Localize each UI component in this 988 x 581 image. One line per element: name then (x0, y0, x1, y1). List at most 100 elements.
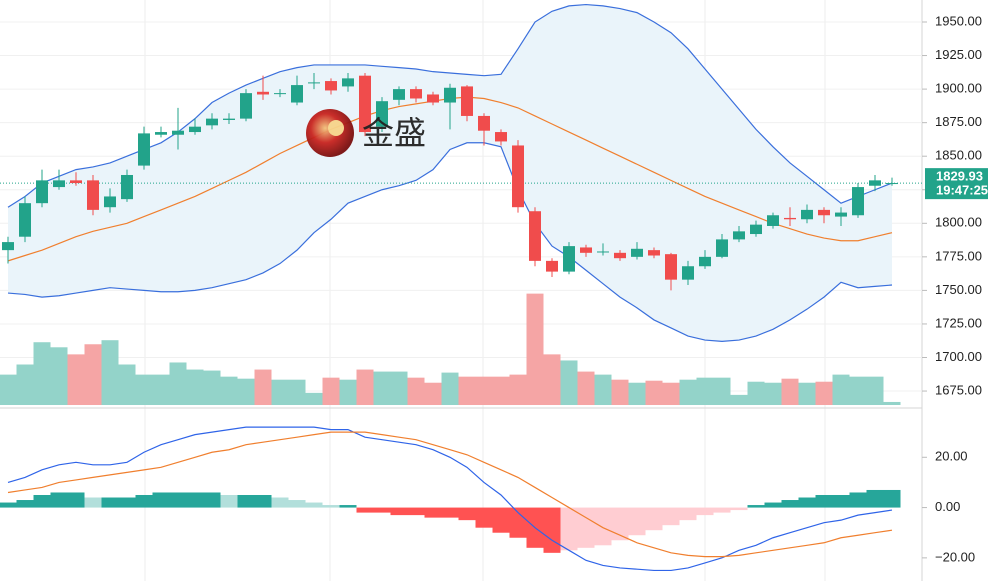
candle-body (886, 183, 898, 185)
volume-bar (373, 371, 391, 405)
candle-body (648, 250, 660, 256)
y-tick-label: 1775.00 (935, 248, 982, 263)
y-tick-label: 1950.00 (935, 13, 982, 28)
y-tick-label: 1850.00 (935, 148, 982, 163)
candle-body (478, 115, 490, 131)
last-price-box (925, 168, 988, 200)
macd-line (7, 431, 893, 558)
logo-dot (328, 120, 344, 136)
volume-bar (407, 377, 425, 405)
candle-body (36, 180, 48, 204)
macd-histogram-bar (390, 507, 408, 516)
candle-body (512, 145, 524, 208)
candle-body (274, 93, 286, 95)
y-tick-label: 1750.00 (935, 282, 982, 297)
macd-histogram-bar (424, 507, 442, 518)
watermark-text: 金盛 (362, 114, 426, 152)
candle-body (223, 118, 235, 120)
volume-bar (220, 376, 238, 405)
macd-histogram-bar (0, 502, 17, 508)
candle-body (563, 246, 575, 272)
macd-histogram-bar (67, 492, 85, 508)
volume-bar (577, 371, 595, 405)
candle-body (801, 209, 813, 220)
candle-body (818, 209, 830, 216)
macd-histogram-bar (254, 494, 272, 508)
candle-body (172, 130, 184, 135)
candle-body (359, 75, 371, 133)
volume-bar (713, 377, 731, 405)
macd-histogram-bar (50, 492, 68, 508)
candle-body (699, 256, 711, 267)
y-tick-label: 1900.00 (935, 81, 982, 96)
macd-histogram-bar (475, 507, 493, 528)
macd-histogram-bar (288, 500, 306, 508)
y-tick-label: 1700.00 (935, 349, 982, 364)
candle-body (631, 248, 643, 257)
y-tick-label: 1800.00 (935, 215, 982, 230)
macd-histogram-bar (509, 507, 527, 538)
macd-histogram-bar (220, 494, 238, 508)
macd-histogram-bar (16, 500, 34, 508)
y-tick-label: 1925.00 (935, 47, 982, 62)
candle-body (682, 266, 694, 280)
volume-bar (288, 379, 306, 405)
volume-bar (475, 376, 493, 405)
volume-bar (237, 378, 255, 405)
macd-histogram-bar (560, 507, 578, 551)
macd-histogram-bar (186, 492, 204, 508)
macd-histogram-bar (832, 494, 850, 508)
candle-body (393, 89, 405, 100)
last-time-label: 19:47:25 (936, 183, 988, 198)
y-tick-label: 1675.00 (935, 382, 982, 397)
band-line (7, 142, 893, 342)
macd-histogram-bar (883, 489, 901, 508)
macd-histogram-bar (815, 494, 833, 508)
y-tick-label: 1725.00 (935, 315, 982, 330)
candle-body (835, 212, 847, 217)
macd-histogram-bar (492, 507, 510, 533)
volume-bar (764, 382, 782, 405)
candle-body (240, 93, 252, 119)
macd-histogram-bar (118, 497, 136, 508)
volume-bar (356, 369, 374, 405)
macd-histogram-bar (696, 507, 714, 516)
macd-histogram-bar (407, 507, 425, 516)
candle-body (529, 211, 541, 261)
candle-body (614, 252, 626, 259)
candle-body (121, 174, 133, 200)
volume-bar (118, 364, 136, 405)
volume-bar (67, 354, 85, 405)
macd-histogram-bar (730, 507, 748, 511)
candle-body (427, 94, 439, 103)
volume-bar (866, 376, 884, 405)
candle-body (325, 81, 337, 91)
macd-histogram-bar (866, 489, 884, 508)
volume-bar (186, 369, 204, 405)
volume-bar (271, 379, 289, 405)
macd-histogram-bar (169, 492, 187, 508)
volume-bar (781, 378, 799, 405)
candle-body (733, 231, 745, 240)
volume-bar (849, 376, 867, 405)
volume-bar (526, 293, 544, 405)
volume-bar (883, 401, 901, 405)
candle-body (70, 180, 82, 184)
volume-bar (390, 371, 408, 405)
volume-bar (628, 382, 646, 405)
candle-body (869, 180, 881, 186)
candle-body (138, 133, 150, 166)
y-tick-label: 1875.00 (935, 114, 982, 129)
macd-histogram-bar (849, 492, 867, 508)
macd-histogram-bar (781, 500, 799, 508)
macd-histogram-bar (339, 505, 357, 508)
y-tick-label: 0.00 (935, 499, 960, 514)
volume-bar (747, 381, 765, 405)
macd-histogram-bar (713, 507, 731, 513)
candle-body (257, 91, 269, 95)
candle-body (53, 180, 65, 188)
macd-histogram-bar (441, 507, 459, 518)
candle-body (104, 196, 116, 208)
macd-histogram-bar (203, 492, 221, 508)
